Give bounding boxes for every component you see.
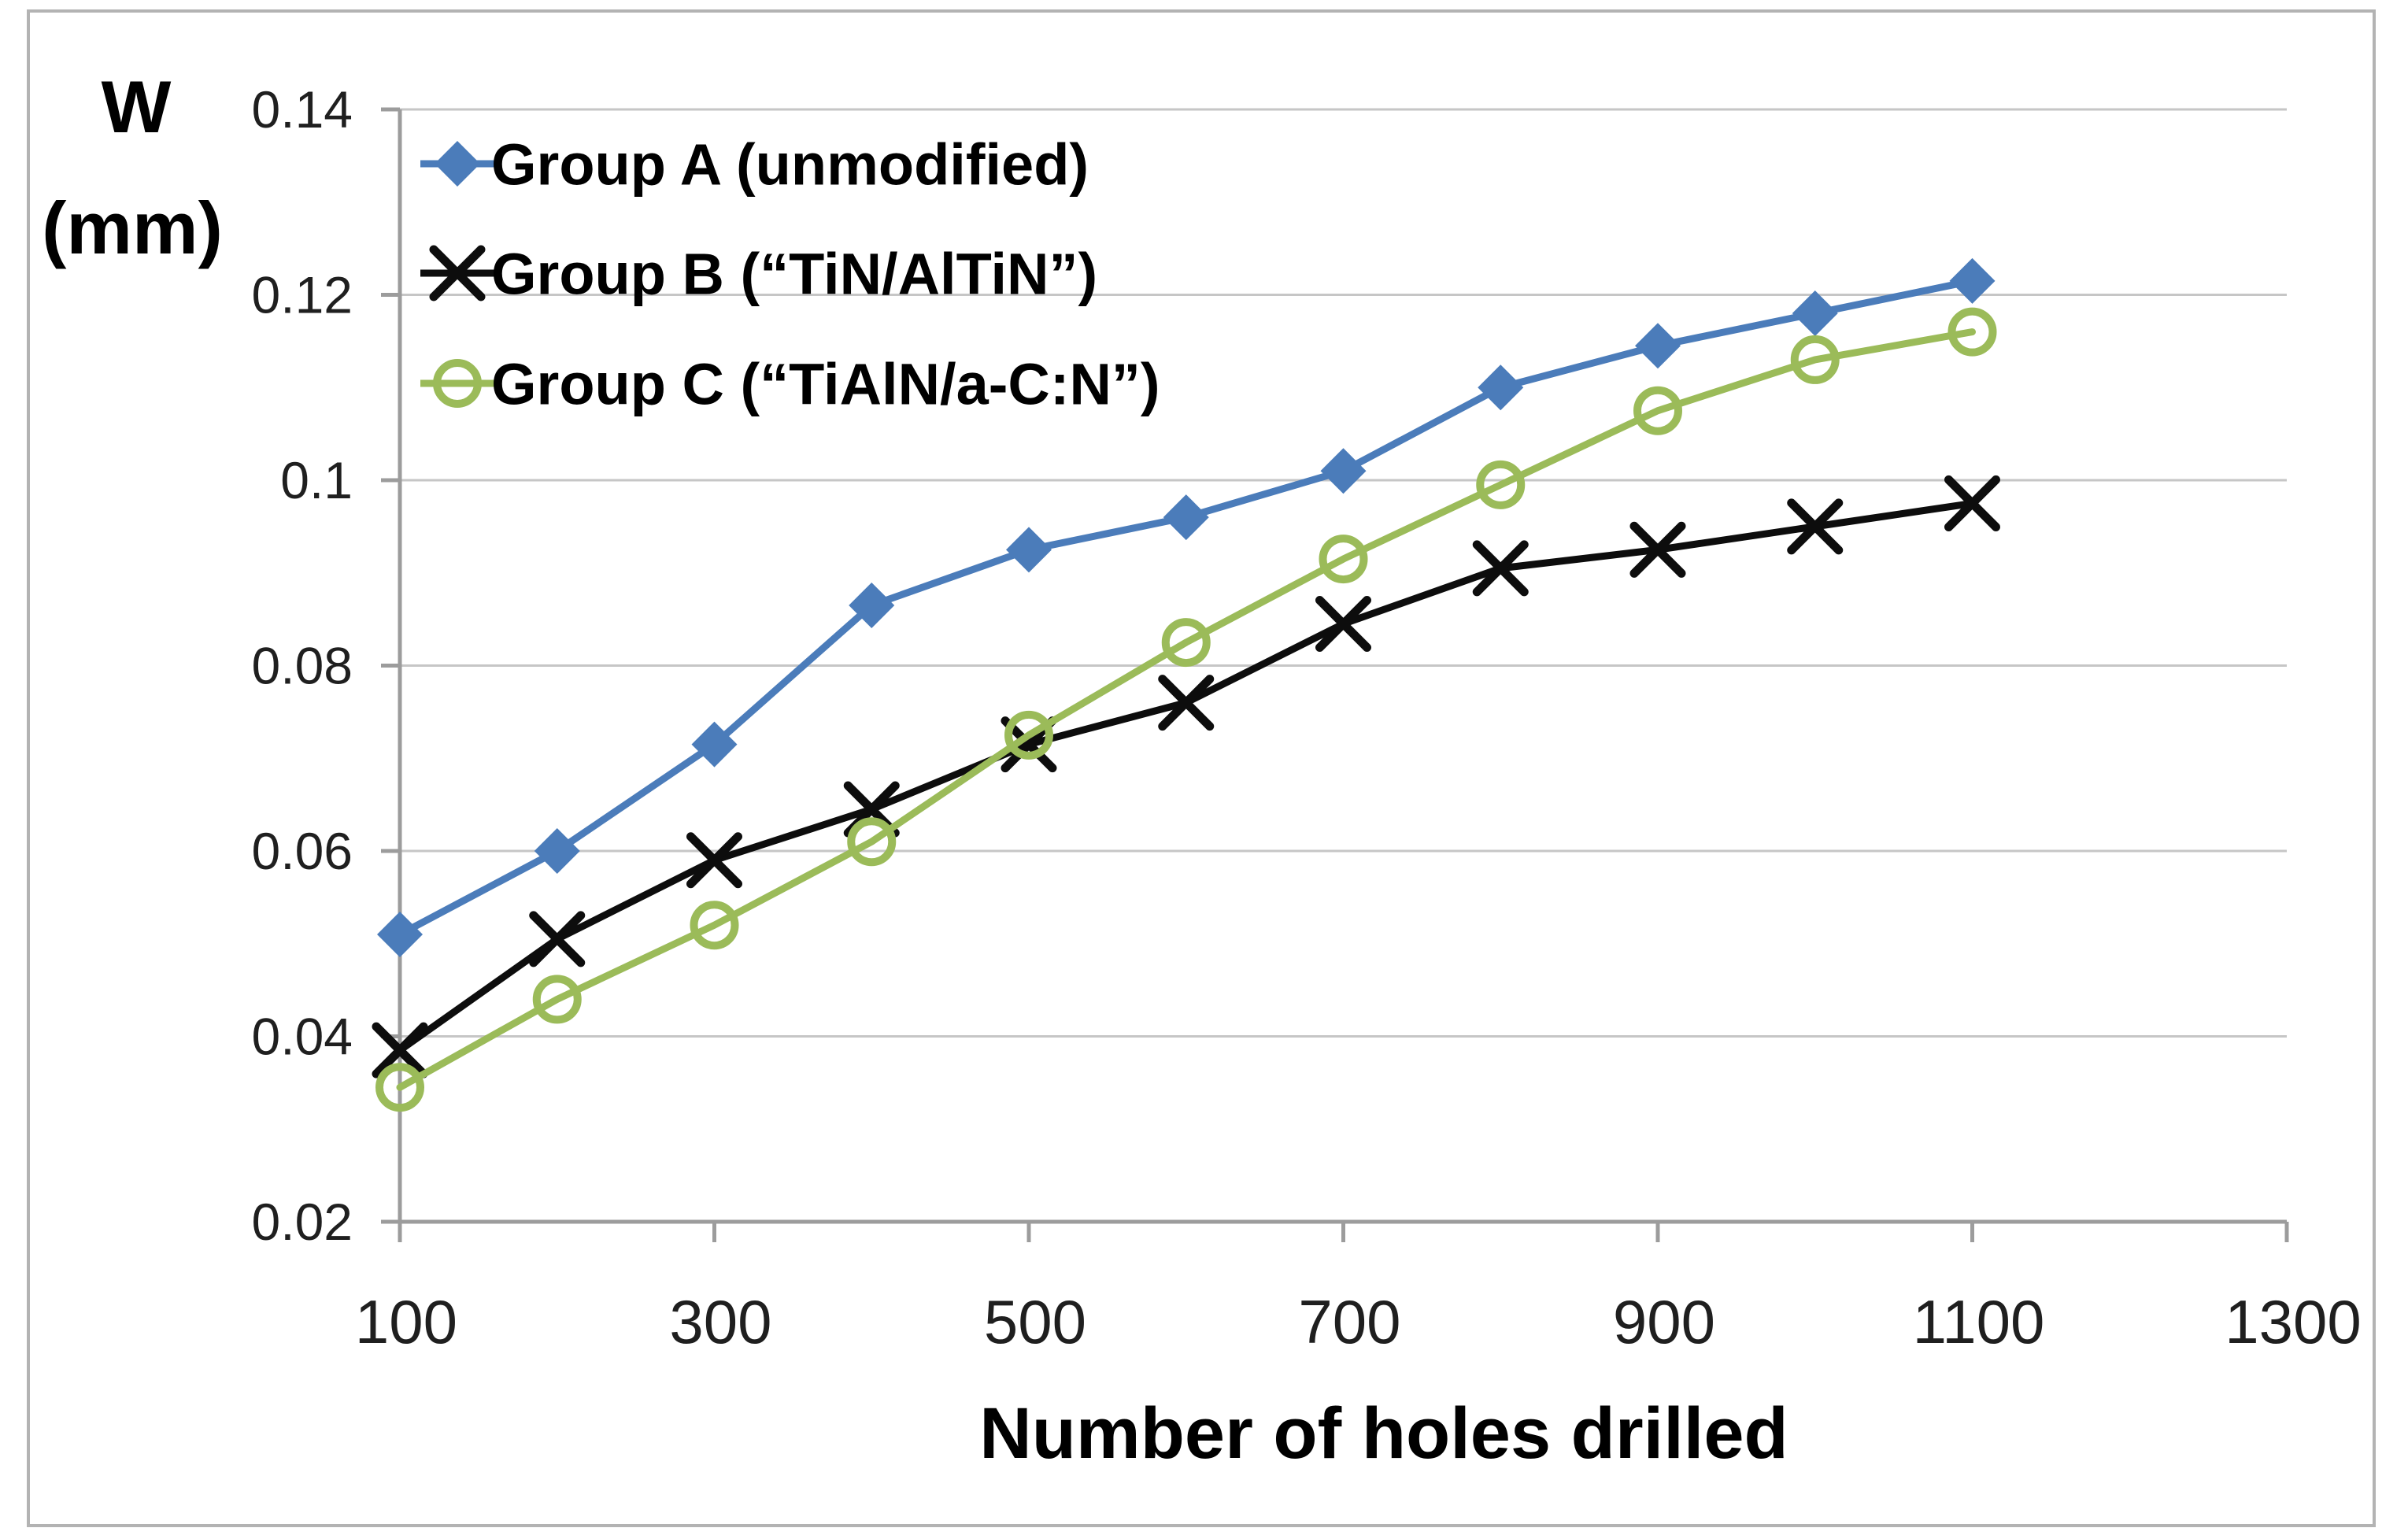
series-b-x-marker	[1158, 675, 1215, 731]
series-b-x-marker	[1787, 498, 1844, 555]
series-b-x-marker	[1472, 540, 1529, 597]
y-tick-label-0.1: 0.1	[280, 451, 353, 509]
y-tick-label-0.14: 0.14	[252, 80, 353, 139]
series-a-diamond-marker	[1792, 290, 1838, 337]
x-tick-label-100: 100	[355, 1287, 457, 1356]
series-c-circle-marker	[1004, 710, 1053, 760]
series-c-circle-marker	[1947, 307, 1997, 357]
x-axis-title: Number of holes drilled	[979, 1393, 1788, 1474]
legend-item-a-diamond-marker	[435, 141, 480, 187]
x-tick-label-500: 500	[984, 1287, 1086, 1356]
series-c-circle-marker	[1790, 335, 1840, 384]
legend-item-a-label: Group A (unmodified)	[491, 132, 1089, 198]
x-tick-label-900: 900	[1613, 1287, 1715, 1356]
series-c-circle-marker	[532, 975, 582, 1024]
series-c-circle-marker	[847, 817, 897, 867]
series-a-diamond-marker	[377, 911, 423, 957]
legend-item-b-label: Group B (“TiN/AlTiN”)	[491, 242, 1097, 307]
legend-item-b-x-marker	[429, 245, 486, 302]
x-tick-label-1100: 1100	[1913, 1287, 2045, 1356]
y-tick-label-0.12: 0.12	[252, 266, 353, 324]
series-a-diamond-marker	[534, 828, 580, 874]
series-b-x-marker	[1944, 475, 2000, 531]
series-c-circle-marker	[690, 901, 739, 950]
y-tick-label-0.04: 0.04	[252, 1008, 353, 1066]
series-a-diamond-marker	[1163, 494, 1209, 541]
y-axis-title-line-1: W	[102, 65, 172, 148]
series-c-circle-marker	[1161, 618, 1211, 668]
series-c-line	[396, 328, 1976, 1091]
y-tick-label-0.08: 0.08	[252, 637, 353, 695]
figure-border	[27, 9, 2376, 1527]
x-tick-label-1300: 1300	[2225, 1287, 2362, 1356]
y-axis-title-line-2: (mm)	[42, 187, 223, 269]
series-b-x-marker	[372, 1022, 428, 1078]
series-b-x-marker	[1315, 596, 1371, 653]
series-c-circle-marker	[375, 1063, 424, 1112]
series-c-circle-marker	[1319, 535, 1368, 584]
series-b-line	[396, 499, 1976, 1054]
legend-item-c-circle-marker	[433, 359, 482, 408]
series-c-circle-marker	[1633, 386, 1682, 435]
series-b-x-marker	[529, 911, 586, 967]
series-a-diamond-marker	[1320, 448, 1367, 494]
y-tick-label-0.02: 0.02	[252, 1193, 353, 1251]
y-tick-label-0.06: 0.06	[252, 822, 353, 880]
legend-item-c-label: Group C (“TiAlN/a-C:N”)	[491, 352, 1160, 417]
series-a-diamond-marker	[1949, 257, 1996, 304]
series-a-diamond-marker	[1635, 323, 1681, 369]
series-a-diamond-marker	[1478, 364, 1524, 411]
series-a-diamond-marker	[849, 582, 895, 628]
series-a-diamond-marker	[1006, 527, 1052, 573]
series-a-diamond-marker	[691, 721, 738, 768]
series-b-x-marker	[1629, 521, 1686, 578]
series-c-circle-marker	[1476, 460, 1526, 509]
x-tick-label-300: 300	[669, 1287, 771, 1356]
series-b-x-marker	[686, 832, 742, 889]
x-tick-label-700: 700	[1298, 1287, 1400, 1356]
